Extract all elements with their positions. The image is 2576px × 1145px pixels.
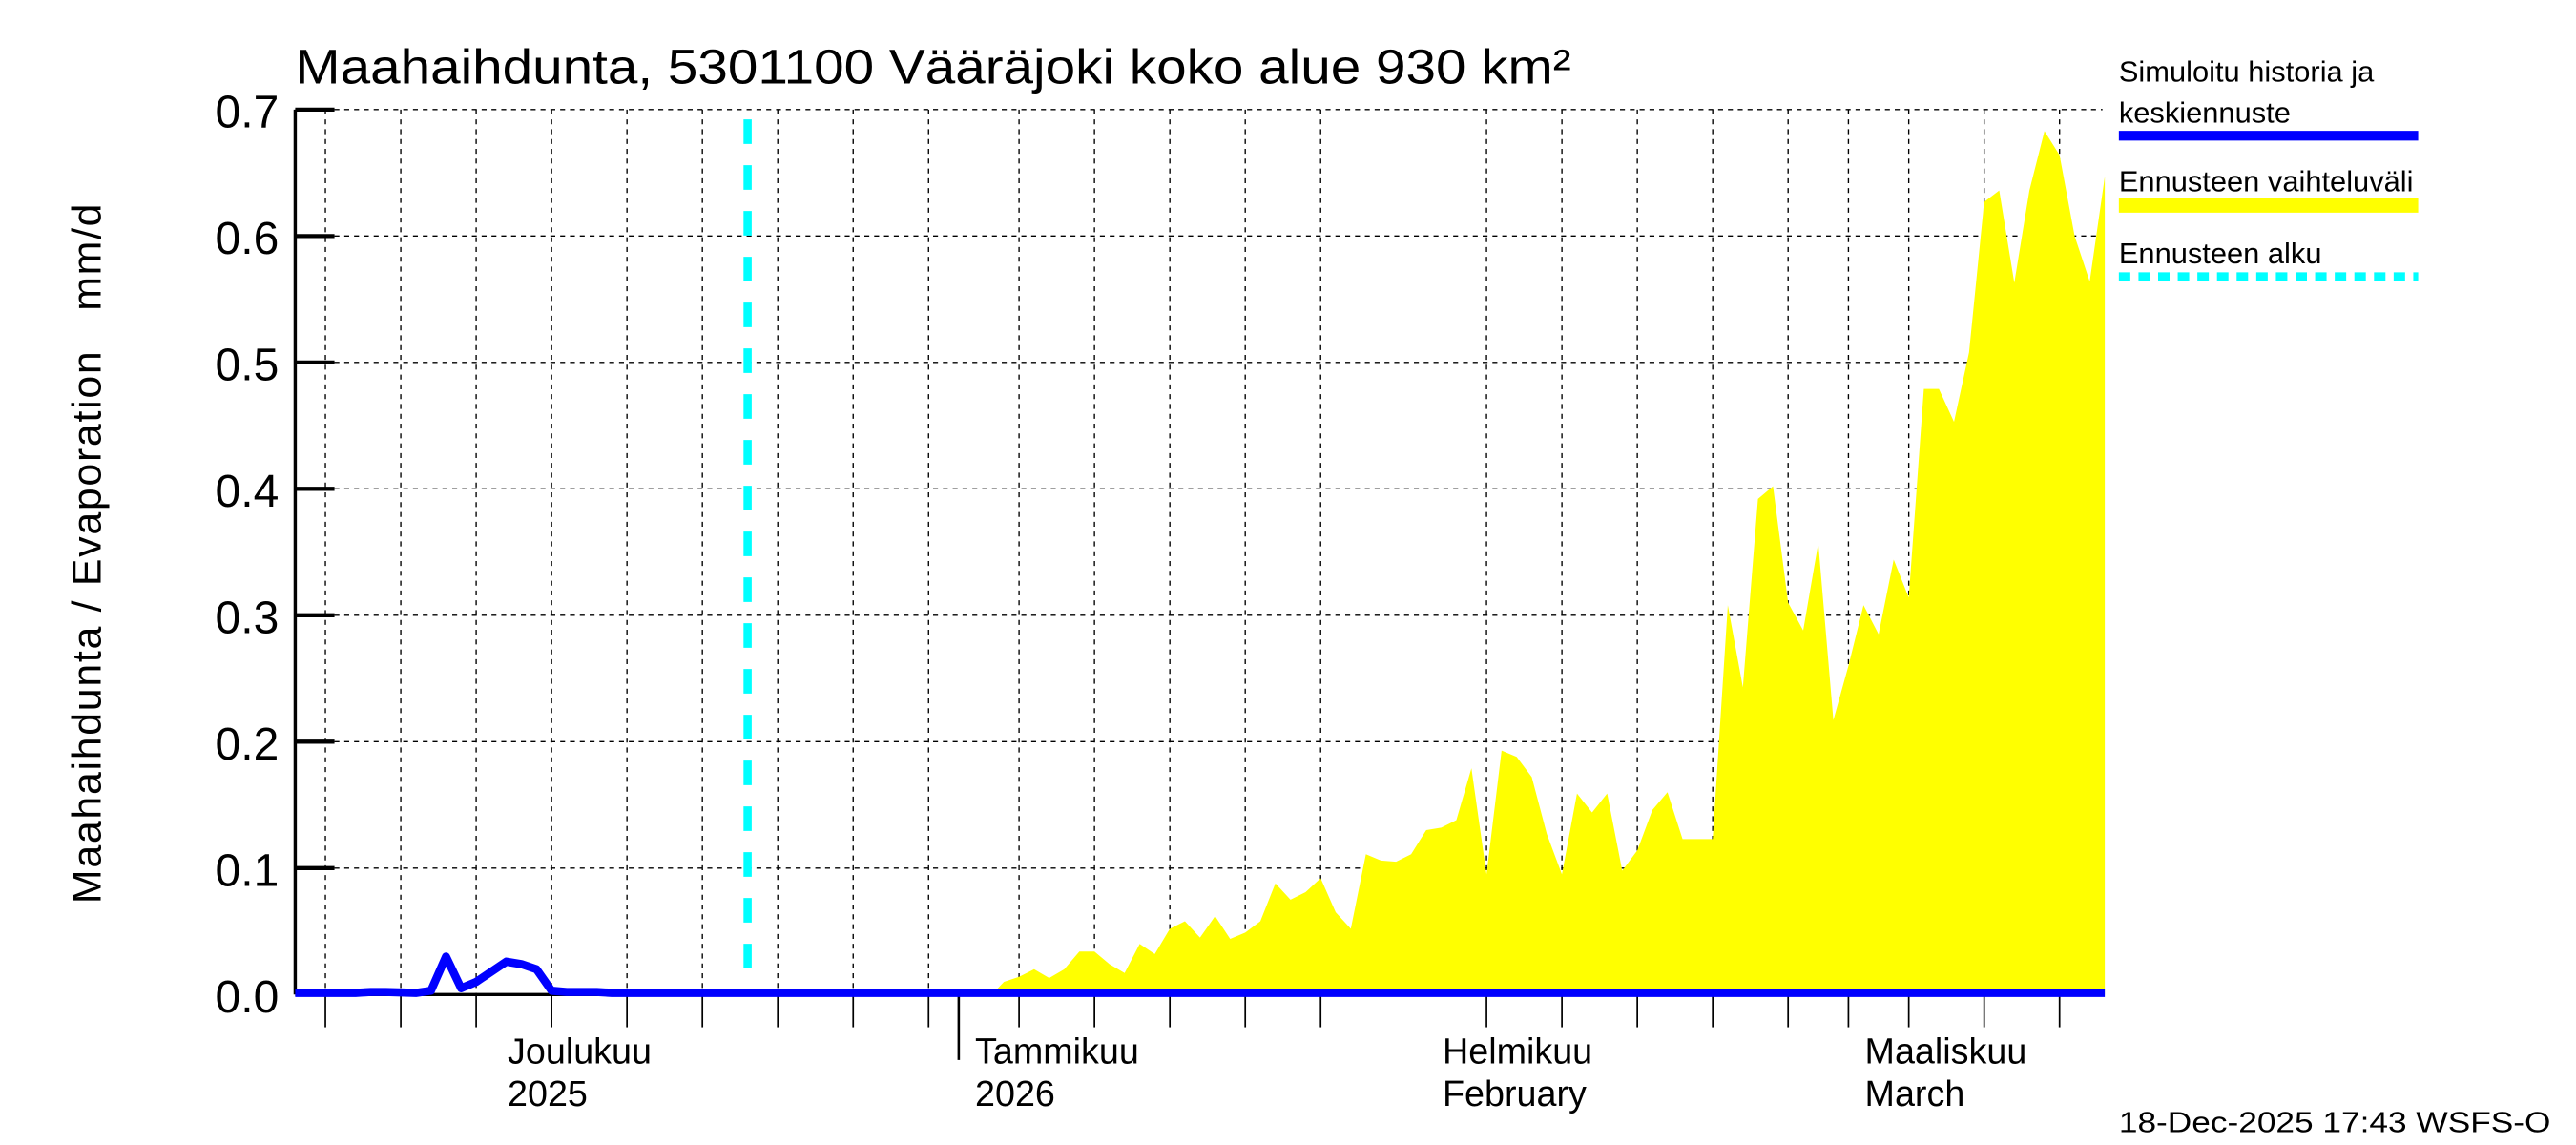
month-label: Joulukuu [508,1030,652,1071]
y-tick-label: 0.6 [216,214,280,264]
legend-label-sim-line2: keskiennuste [2119,96,2291,130]
forecast-range-area [991,131,2106,995]
legend: Simuloitu historia ja keskiennuste Ennus… [2118,55,2419,281]
month-label: Maaliskuu [1865,1030,2027,1071]
y-tick-label: 0.7 [216,88,280,138]
month-label: Tammikuu [975,1030,1139,1071]
y-tick-label: 0.5 [216,341,280,391]
y-tick-labels: 0.0 0.1 0.2 0.3 0.4 0.5 0.6 0.7 [216,88,280,1023]
forecast-range-band [991,131,2106,995]
month-sublabel: 2026 [975,1073,1055,1114]
timestamp-footer: 18-Dec-2025 17:43 WSFS-O [2119,1105,2551,1138]
y-tick-label: 0.4 [216,467,280,517]
simulated-series-line [295,952,2106,997]
month-sublabel: 2025 [508,1073,588,1114]
y-tick-label: 0.3 [216,593,280,644]
legend-label-forecast-start: Ennusteen alku [2119,237,2322,270]
series-lines [295,119,2106,997]
legend-label-range: Ennusteen vaihteluväli [2119,165,2414,198]
y-tick-label: 0.1 [216,846,280,897]
y-axis-label: Maahaihdunta / Evaporation mm/d [64,202,110,904]
month-sublabel: February [1443,1073,1587,1114]
legend-swatch-range [2118,198,2419,213]
month-label: Helmikuu [1443,1030,1592,1071]
chart-title: Maahaihdunta, 5301100 Vääräjoki koko alu… [295,38,1570,94]
month-sublabel: March [1865,1073,1965,1114]
y-tick-label: 0.0 [216,972,280,1023]
legend-label-sim-line1: Simuloitu historia ja [2119,55,2375,89]
y-tick-label: 0.2 [216,719,280,770]
